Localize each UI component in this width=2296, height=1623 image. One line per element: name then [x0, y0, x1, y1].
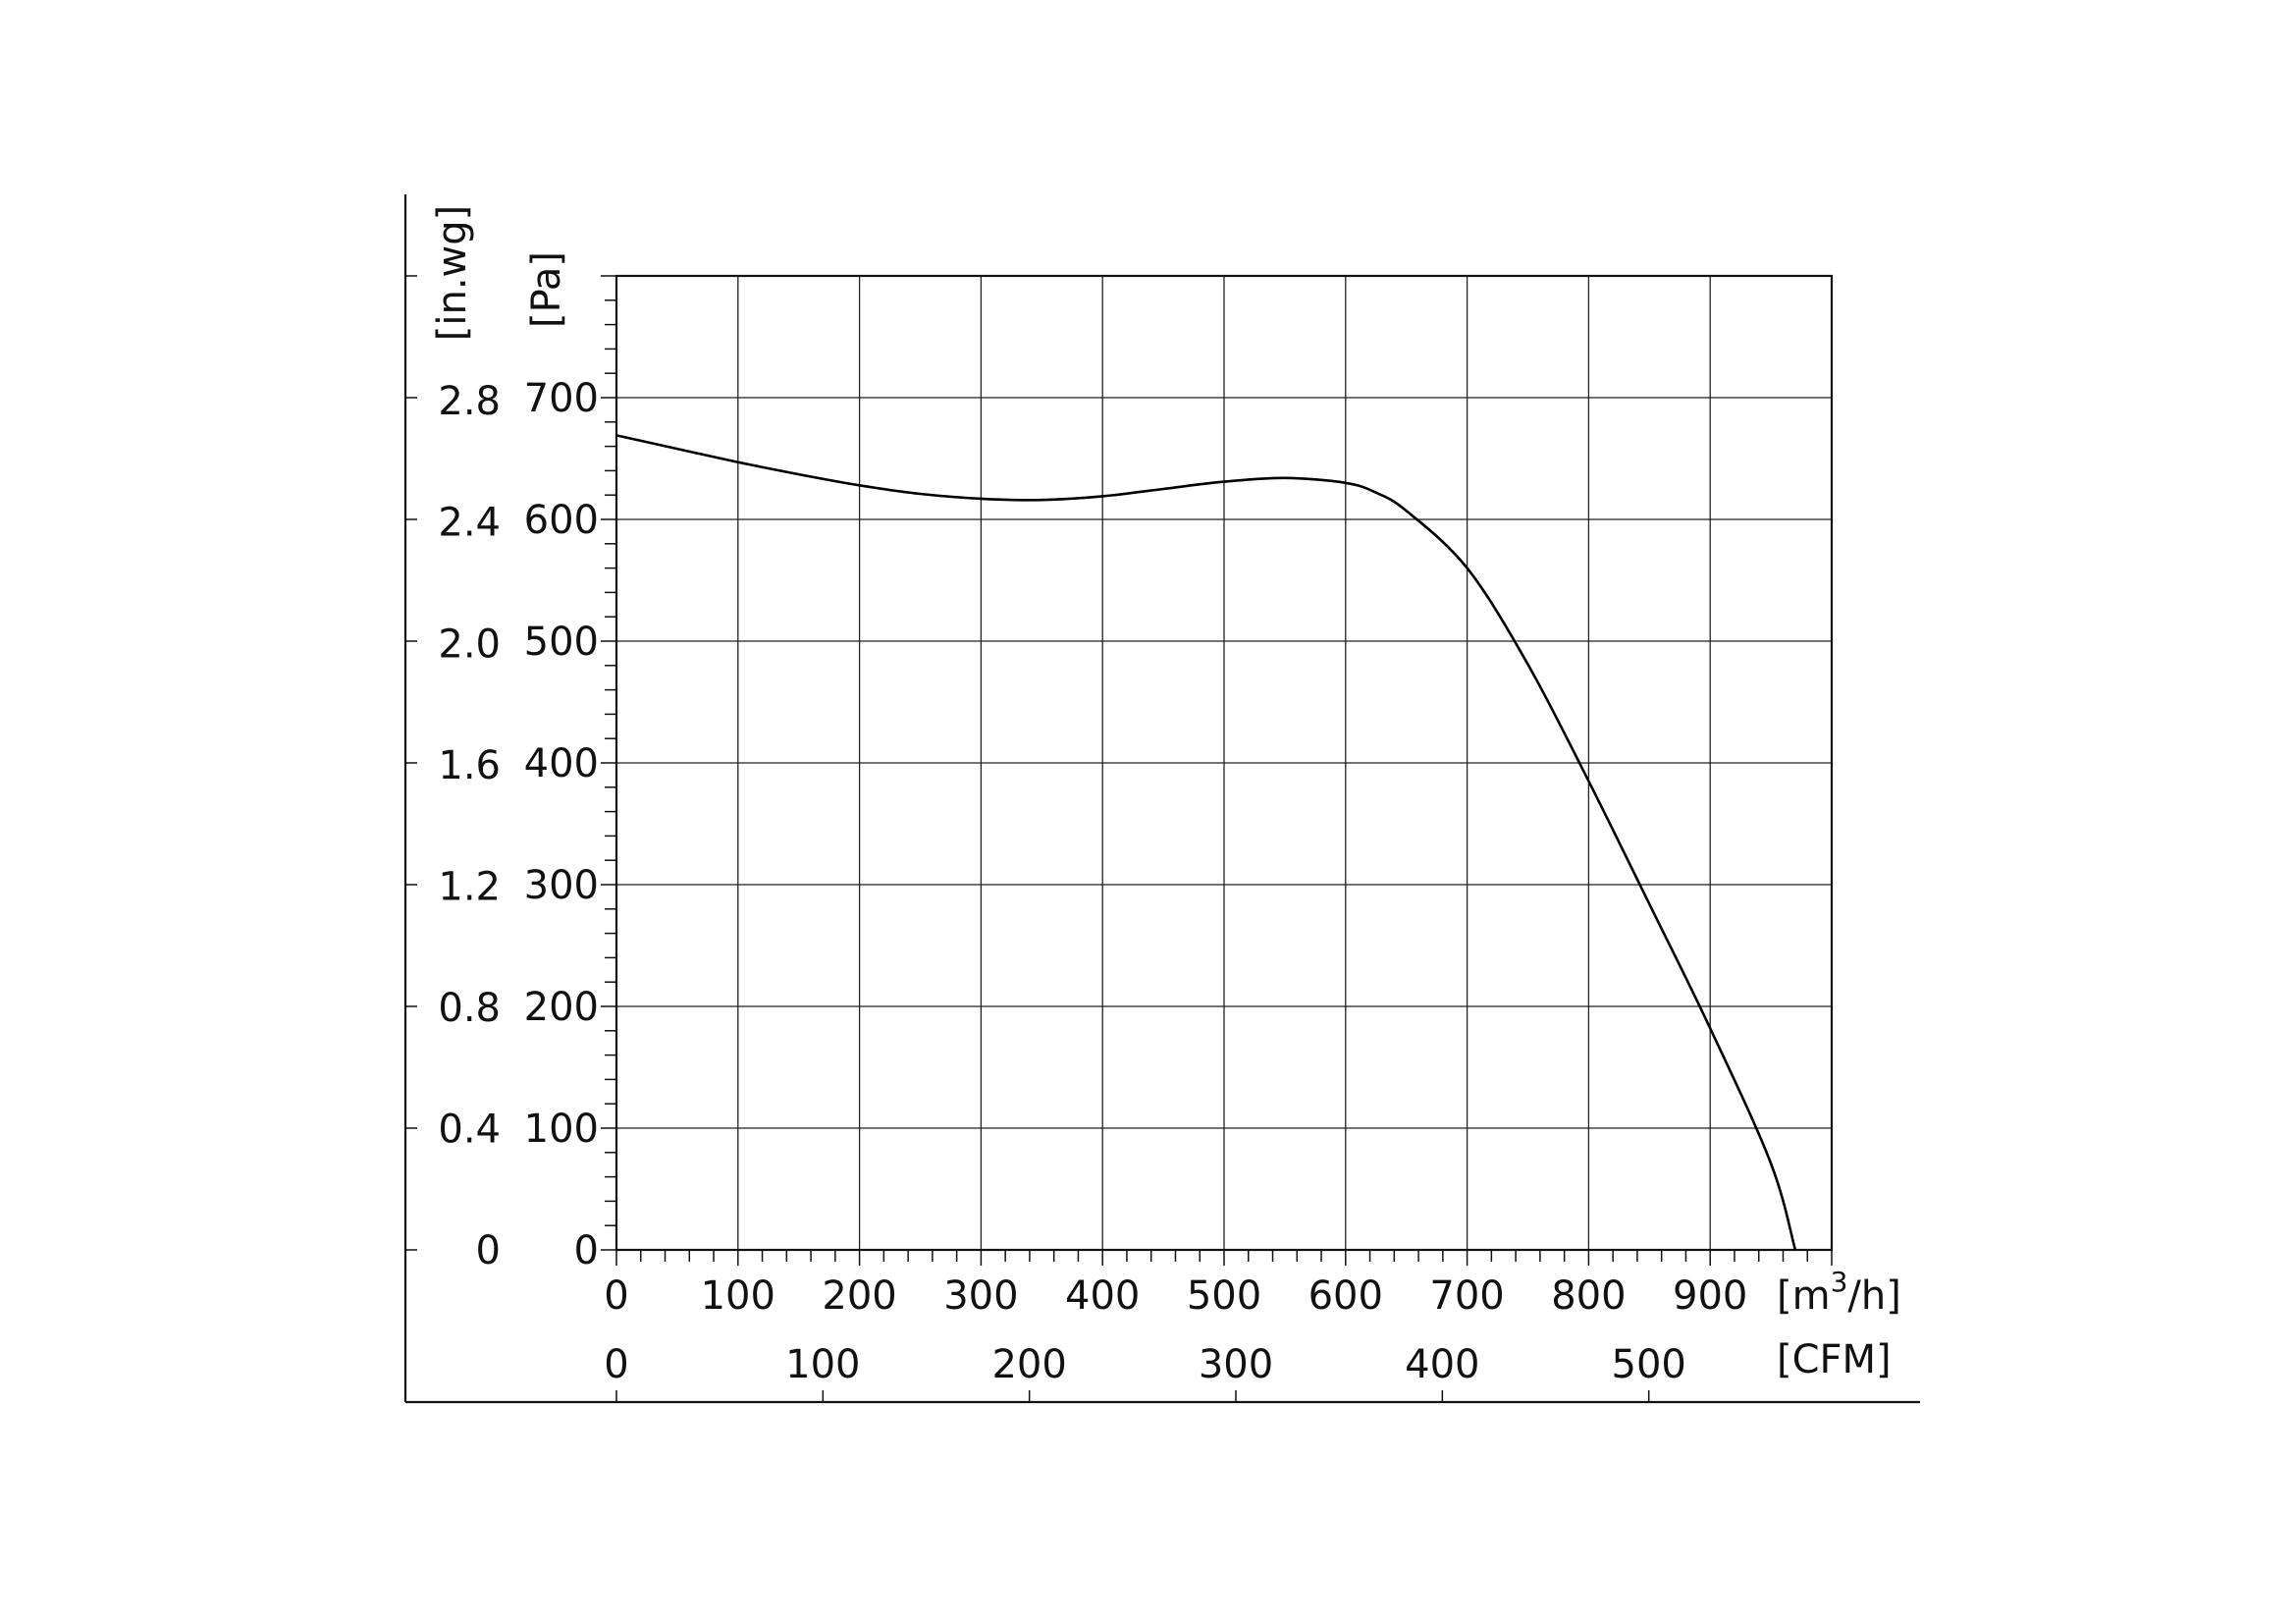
xlabel-base: [m: [1777, 1273, 1831, 1319]
series-layer: [615, 434, 1797, 1251]
x-tick-label: 200: [822, 1273, 896, 1319]
inwg-tick-label: 0: [476, 1228, 501, 1273]
inwg-tick-label: 1.2: [438, 864, 501, 909]
y-tick-label: 600: [524, 498, 599, 543]
y-tick-label: 200: [524, 985, 599, 1030]
series-line-0: [615, 434, 1797, 1251]
xlabel-m3h: [m3/h]: [1777, 1266, 1901, 1319]
x-tick-label: 900: [1673, 1273, 1747, 1319]
y-tick-label: 700: [524, 376, 599, 421]
x-tick-label: 100: [701, 1273, 775, 1319]
x-tick-label: 300: [943, 1273, 1018, 1319]
x-tick-label: 500: [1187, 1273, 1261, 1319]
x-tick-label: 400: [1065, 1273, 1140, 1319]
cfm-tick-label: 300: [1199, 1342, 1273, 1387]
x-tick-label: 600: [1308, 1273, 1383, 1319]
inwg-tick-label: 1.6: [438, 743, 501, 788]
cfm-tick-label: 0: [604, 1342, 628, 1387]
inwg-tick-label: 2.8: [438, 379, 501, 424]
cfm-tick-label: 400: [1405, 1342, 1479, 1387]
ylabel-inwg: [in.wg]: [430, 205, 475, 342]
axis-labels: 0 100 200 300 400 500 600 700 0 0.4 0.8 1.2 1.6 2.0 2.…: [438, 376, 1747, 1387]
cfm-tick-label: 100: [785, 1342, 860, 1387]
inwg-tick-label: 0.8: [438, 986, 501, 1031]
inwg-tick-label: 0.4: [438, 1107, 501, 1152]
x-tick-label: 0: [604, 1273, 628, 1319]
cfm-tick-label: 200: [991, 1342, 1066, 1387]
x-tick-label: 800: [1551, 1273, 1626, 1319]
y-tick-label: 0: [574, 1228, 599, 1273]
xlabel-rest: /h]: [1847, 1273, 1900, 1319]
y-tick-label: 400: [524, 741, 599, 786]
y-tick-label: 100: [524, 1107, 599, 1152]
cfm-tick-label: 500: [1612, 1342, 1686, 1387]
inwg-tick-label: 2.0: [438, 622, 501, 667]
grid: [616, 276, 1832, 1250]
xlabel-cfm: [CFM]: [1777, 1337, 1892, 1382]
plot-frame: [403, 194, 1920, 1404]
inwg-tick-label: 2.4: [438, 501, 501, 546]
y-tick-label: 500: [524, 620, 599, 665]
x-tick-label: 700: [1429, 1273, 1504, 1319]
ylabel-pa: [Pa]: [524, 251, 569, 328]
y-tick-label: 300: [524, 863, 599, 908]
xlabel-sup: 3: [1831, 1266, 1848, 1298]
minor-ticks: [405, 275, 1833, 1402]
